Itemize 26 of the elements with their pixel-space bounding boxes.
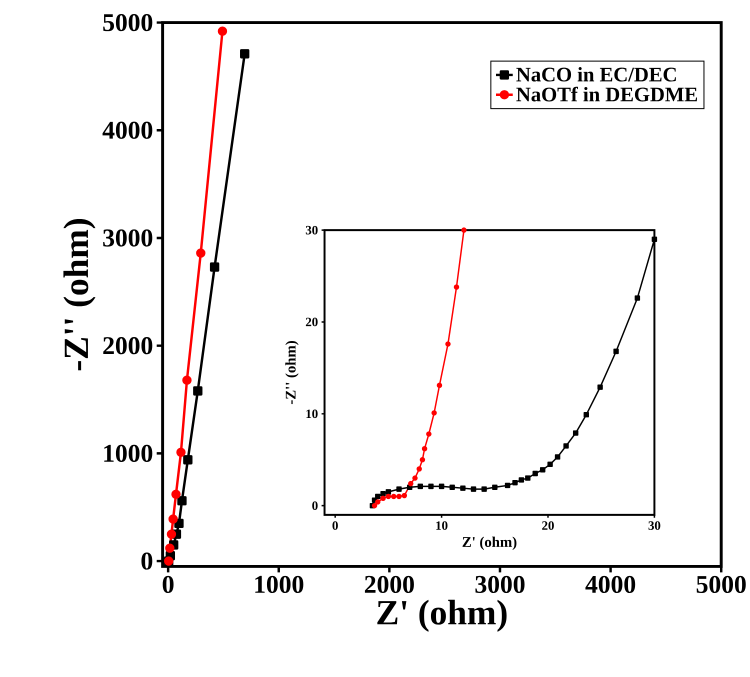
y-tick-label: 10 <box>306 409 318 418</box>
x-tick-label: 20 <box>542 521 554 530</box>
legend-label: NaOTf in DEGDME <box>516 86 698 102</box>
y-axis-title: -Z'' (ohm) <box>285 340 299 404</box>
y-tick-label: 2000 <box>103 336 152 354</box>
x-tick-label: 2000 <box>364 576 414 593</box>
legend-label: NaCO in EC/DEC <box>516 66 676 82</box>
y-tick-label: 0 <box>312 501 318 510</box>
x-tick-label: 5000 <box>696 576 746 593</box>
x-axis-title: Z' (ohm) <box>462 536 516 550</box>
y-tick-label: 20 <box>306 317 318 326</box>
x-tick-label: 10 <box>436 521 448 530</box>
x-tick-label: 4000 <box>585 576 636 593</box>
x-tick-label: 3000 <box>475 576 525 593</box>
y-tick-label: 0 <box>141 552 152 570</box>
x-axis-title: Z' (ohm) <box>377 600 507 632</box>
y-tick-label: 4000 <box>102 121 152 139</box>
x-tick-label: 0 <box>162 576 174 593</box>
y-tick-label: 5000 <box>103 14 152 31</box>
x-tick-label: 30 <box>648 521 660 530</box>
x-tick-label: 1000 <box>255 576 304 593</box>
x-tick-label: 0 <box>332 521 338 530</box>
y-tick-label: 30 <box>306 226 318 234</box>
y-tick-label: 3000 <box>103 229 152 246</box>
y-tick-label: 1000 <box>104 444 152 462</box>
y-axis-title: -Z'' (ohm) <box>63 218 96 370</box>
